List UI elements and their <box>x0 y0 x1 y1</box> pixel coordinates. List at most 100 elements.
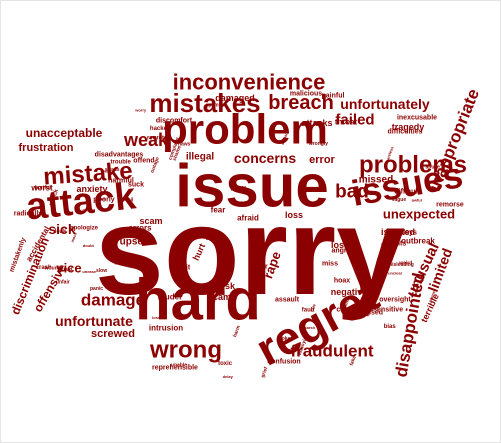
word-failure: failure <box>319 345 332 350</box>
word-weird: weird <box>398 260 412 266</box>
word-assault: assault <box>275 297 300 304</box>
word-outage: outage <box>150 156 161 174</box>
word-bug: bug <box>206 232 223 242</box>
word-slow: slow <box>96 268 107 274</box>
word-unclear: unclear <box>388 270 403 275</box>
word-damage: damage <box>81 291 145 310</box>
word-mock: mock <box>70 231 79 243</box>
word-intrusion: intrusion <box>149 324 183 333</box>
word-fraud: fraud <box>60 267 73 273</box>
word-unfortunate: unfortunate <box>55 313 133 329</box>
word-worry: worry <box>134 108 147 113</box>
word-inconvenience: inconvenience <box>173 70 326 95</box>
word-wrong: wrong <box>149 337 222 364</box>
word-sorry: sorry <box>95 183 405 321</box>
word-regrets: regrets <box>147 136 168 142</box>
word-delays: delays <box>395 230 417 237</box>
word-toxic: toxic <box>218 361 233 367</box>
word-fault: fault <box>302 308 315 314</box>
word-hoax: hoax <box>334 278 350 285</box>
word-chaos: chaos <box>113 230 128 236</box>
word-remorse: remorse <box>436 202 464 209</box>
word-flaws: flaws <box>178 142 191 148</box>
word-mistakes: mistakes <box>149 88 260 118</box>
word-abuse: abuse <box>425 164 440 170</box>
word-panic: panic <box>90 286 103 292</box>
word-concerns: concerns <box>234 150 296 166</box>
word-harsh: harsh <box>304 325 315 330</box>
word-hacked: hacked <box>150 126 171 132</box>
word-denied: denied <box>82 208 95 213</box>
word-scams: scams <box>208 292 236 302</box>
word-painful: painful <box>322 93 345 100</box>
word-warn: warn <box>102 169 113 174</box>
word-leak: leak <box>55 229 67 235</box>
word-weak: weak <box>123 130 169 150</box>
word-disadvantages: disadvantages <box>95 152 144 159</box>
word-offend: offend <box>133 158 154 165</box>
word-worst: worst <box>30 184 53 193</box>
word-failed: failed <box>335 112 374 129</box>
word-louder: louder <box>158 293 182 302</box>
word-poorly: poorly <box>93 197 114 204</box>
word-missed: missed <box>359 175 393 186</box>
word-outbreak: outbreak <box>401 237 435 246</box>
word-difficult: difficult <box>394 189 420 196</box>
word-unfortunately: unfortunately <box>340 96 430 112</box>
word-unable: unable <box>171 363 187 369</box>
word-malicious: malicious <box>290 91 322 98</box>
word-scam: scam <box>139 216 162 226</box>
word-discomfort: discomfort <box>156 118 193 125</box>
word-attacks: attacks <box>301 118 332 128</box>
word-unexpected: unexpected <box>383 207 455 222</box>
word-broken: broken <box>277 336 294 342</box>
word-hurtful: hurtful <box>35 185 51 191</box>
word-problems: problems <box>359 152 467 179</box>
word-risk: risk <box>219 281 236 291</box>
word-mistakenly: mistakenly <box>9 237 28 273</box>
word-flaw: flaw <box>230 184 246 193</box>
word-screwed: screwed <box>91 328 135 340</box>
word-wound: wound <box>44 266 61 272</box>
word-trouble: trouble <box>111 159 132 165</box>
word-afraid: afraid <box>237 214 259 223</box>
word-apologize: apologize <box>70 225 98 231</box>
word-issue: issue <box>175 153 328 220</box>
word-hard: hard <box>135 268 261 333</box>
word-vague: vague <box>392 197 407 203</box>
word-shock: shock <box>48 188 60 207</box>
word-glitch: glitch <box>381 242 394 248</box>
word-unhappy: unhappy <box>114 261 140 267</box>
word-cloud-words: sorryissuehardproblemregretissuesattackm… <box>8 70 483 380</box>
word-lost: lost <box>331 240 347 250</box>
word-tragedy: tragedy <box>392 122 425 132</box>
word-grief: grief <box>260 366 269 379</box>
word-errors: errors <box>128 224 152 233</box>
word-awful: awful <box>412 197 422 202</box>
word-insults: insults <box>384 241 407 248</box>
word-dark: dark <box>250 276 265 283</box>
word-suck: suck <box>128 182 144 189</box>
word-fraudulent: fraudulent <box>290 342 373 361</box>
word-cheat: cheat <box>365 301 376 318</box>
word-split: split <box>176 265 191 272</box>
word-blame: blame <box>428 289 437 302</box>
word-anxiety: anxiety <box>76 184 107 194</box>
word-crash: crash <box>36 265 52 271</box>
word-unacceptable: unacceptable <box>26 126 103 140</box>
word-spam: spam <box>206 102 220 108</box>
word-reprehensible: reprehensible <box>152 365 198 372</box>
word-negative: negative <box>331 287 368 297</box>
word-difficulties: difficulties <box>387 129 422 136</box>
word-delay: delay <box>223 374 234 379</box>
word-sick: sick <box>48 221 75 237</box>
word-stress: stress <box>105 167 120 173</box>
word-damaged: damaged <box>215 93 255 103</box>
word-inexcusable: inexcusable <box>397 115 437 122</box>
word-wrongly: wrongly <box>308 141 328 147</box>
word-mistake: mistake <box>42 157 133 190</box>
word-upset: upset <box>120 237 147 248</box>
word-bias: bias <box>384 324 397 330</box>
word-illegal: illegal <box>186 152 215 163</box>
